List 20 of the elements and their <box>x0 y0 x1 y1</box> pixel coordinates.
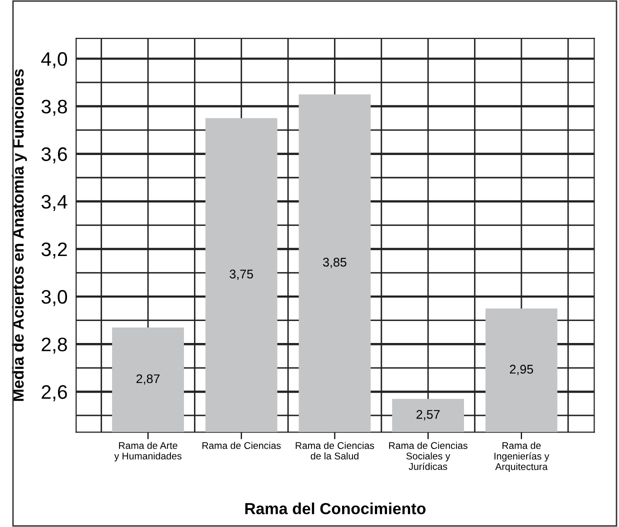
x-tick-label: Rama de Ingenierías y Arquitectura <box>494 442 550 472</box>
y-tick-label: 2,8 <box>42 338 67 354</box>
data-label: 2,57 <box>416 410 440 420</box>
data-label: 3,75 <box>230 270 254 280</box>
y-axis-title: Media de Aciertos en Anatomía y Funciones <box>12 69 27 401</box>
y-tick-label: 2,6 <box>42 385 67 402</box>
x-axis-title: Rama del Conocimiento <box>245 502 426 514</box>
y-tick-label: 4,0 <box>41 52 68 68</box>
data-label: 3,85 <box>323 258 346 268</box>
y-tick-label: 3,0 <box>42 290 68 306</box>
y-tick-label: 3,8 <box>42 100 67 116</box>
x-tick-label: Rama de Ciencias <box>202 442 281 450</box>
x-tick-label: Rama de Arte y Humanidades <box>114 442 182 462</box>
y-tick-label: 3,2 <box>42 242 67 259</box>
data-label: 2,95 <box>510 364 534 376</box>
x-tick-label: Rama de Ciencias Sociales y Jurídicas <box>389 442 468 470</box>
x-tick-label: Rama de Ciencias de la Salud <box>296 442 374 460</box>
data-label: 2,87 <box>136 374 160 385</box>
y-tick-label: 3,4 <box>42 194 68 211</box>
y-tick-label: 3,6 <box>42 147 67 164</box>
